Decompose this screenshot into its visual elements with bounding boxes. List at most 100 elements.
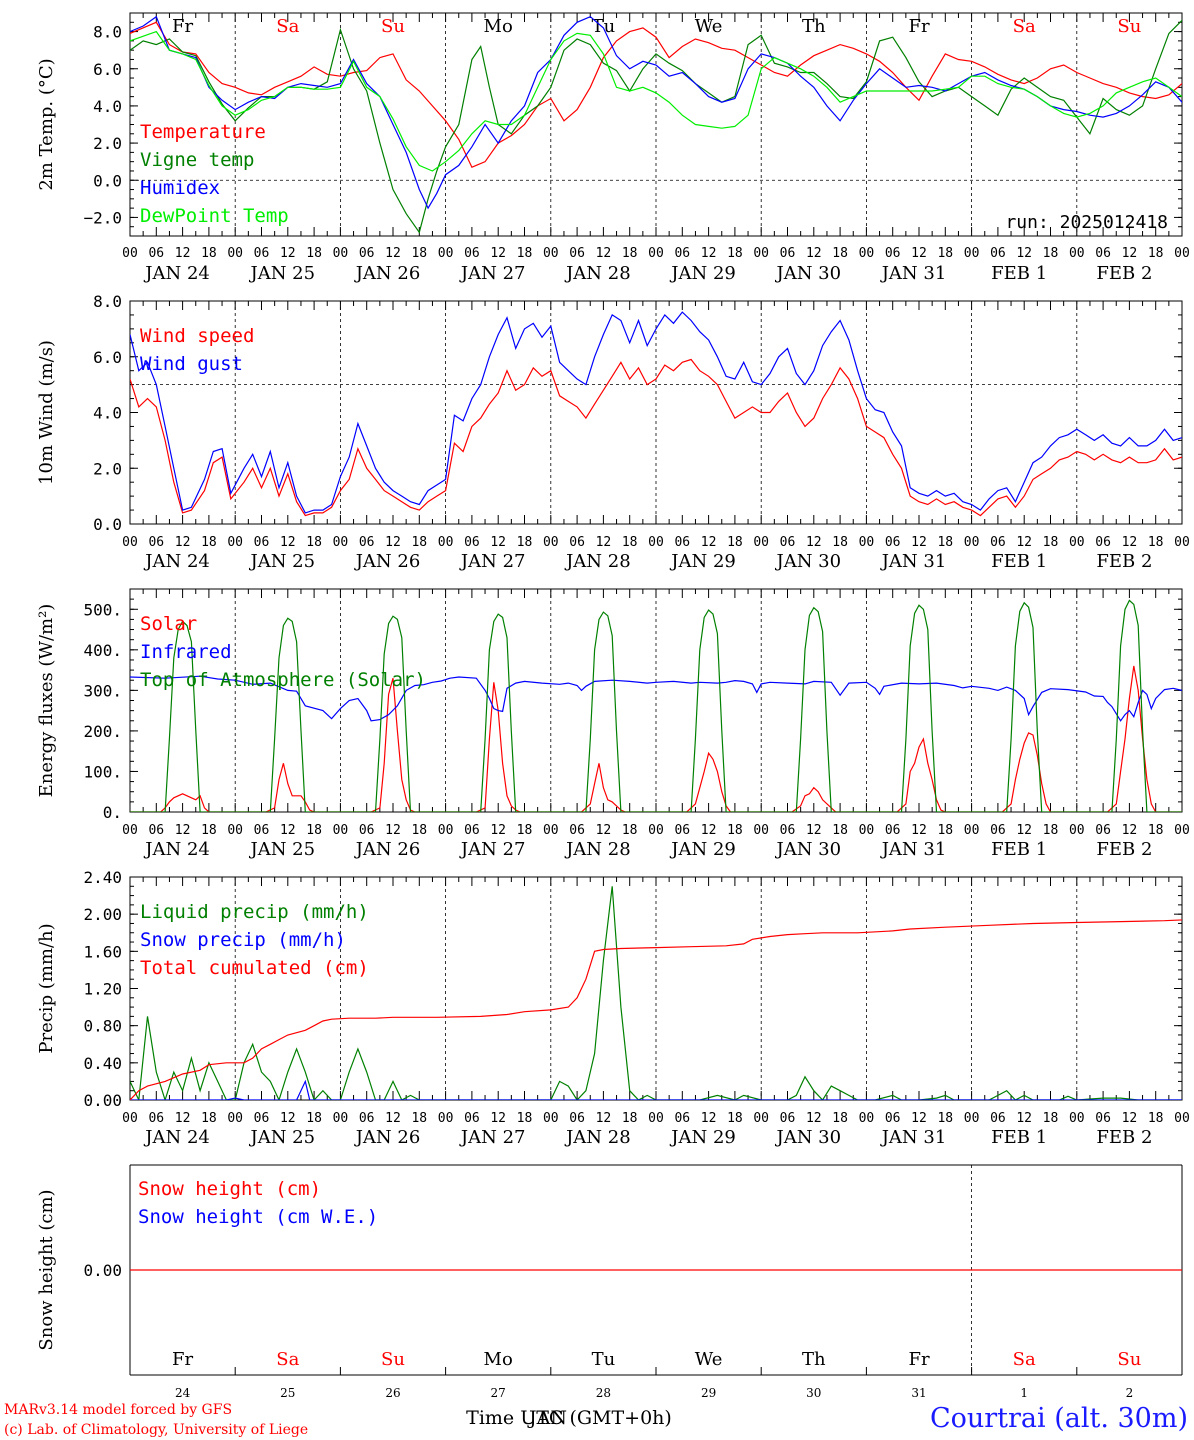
hour-tick-label: 18	[517, 823, 533, 838]
hour-tick-label: 00	[648, 1111, 664, 1126]
weekday-label: Th	[802, 16, 826, 37]
hour-tick-label: 12	[490, 1111, 506, 1126]
hour-tick-label: 06	[464, 535, 480, 550]
hour-tick-label: 12	[806, 246, 822, 261]
legend-entry: Snow precip (mm/h)	[140, 929, 346, 951]
date-label: FEB 2	[1096, 1127, 1152, 1148]
hour-tick-label: 00	[438, 246, 454, 261]
y-tick-label: 6.0	[93, 60, 122, 79]
date-label: JAN 24	[143, 263, 210, 284]
hour-tick-label: 06	[1095, 535, 1111, 550]
hour-tick-label: 18	[201, 535, 217, 550]
hour-tick-label: 00	[1069, 246, 1085, 261]
hour-tick-label: 06	[1095, 823, 1111, 838]
date-label: JAN 27	[459, 263, 526, 284]
hour-tick-label: 06	[254, 823, 270, 838]
hour-tick-label: 06	[464, 1111, 480, 1126]
weekday-label: Sa	[276, 16, 299, 37]
hour-tick-label: 12	[280, 1111, 296, 1126]
hour-tick-label: 18	[937, 246, 953, 261]
hour-tick-label: 06	[990, 823, 1006, 838]
legend-entry: Temperature	[140, 121, 266, 143]
y-tick-label: 4.0	[93, 404, 122, 423]
hour-tick-label: 12	[596, 535, 612, 550]
hour-tick-label: 06	[359, 535, 375, 550]
series-line-vigne-temp	[130, 19, 1182, 234]
day-number-label: 27	[491, 1386, 506, 1400]
date-label: JAN 24	[143, 839, 210, 860]
hour-tick-label: 18	[517, 535, 533, 550]
y-tick-label: 8.0	[93, 292, 122, 311]
hour-tick-label: 06	[780, 246, 796, 261]
date-label: JAN 24	[143, 1127, 210, 1148]
hour-tick-label: 00	[964, 1111, 980, 1126]
hour-tick-label: 12	[1016, 535, 1032, 550]
hour-tick-label: 12	[701, 246, 717, 261]
date-label: JAN 27	[459, 1127, 526, 1148]
weekday-label: Th	[802, 1349, 826, 1370]
hour-tick-label: 12	[490, 246, 506, 261]
series-line-humidex	[130, 15, 1182, 210]
hour-tick-label: 06	[780, 535, 796, 550]
weekday-label: Sa	[1013, 1349, 1036, 1370]
date-label: JAN 25	[249, 551, 316, 572]
legend-entry: Top of Atmosphere (Solar)	[140, 669, 426, 691]
hour-tick-label: 00	[753, 1111, 769, 1126]
weekday-label: Mo	[484, 1349, 513, 1370]
hour-tick-label: 18	[832, 246, 848, 261]
hour-tick-label: 00	[1174, 246, 1190, 261]
date-label: FEB 2	[1096, 839, 1152, 860]
weekday-label: Tu	[592, 1349, 616, 1370]
hour-tick-label: 18	[411, 535, 427, 550]
hour-tick-label: 06	[780, 1111, 796, 1126]
hour-tick-label: 12	[280, 823, 296, 838]
y-tick-label: 400.	[83, 641, 122, 660]
hour-tick-label: 06	[1095, 1111, 1111, 1126]
hour-tick-label: 12	[1016, 823, 1032, 838]
time-axis-overlap: JAN	[527, 1407, 567, 1429]
y-axis-label: 2m Temp. (°C)	[36, 58, 57, 190]
date-label: JAN 25	[249, 839, 316, 860]
panels-layer: 8.06.04.02.00.0−2.02m Temp. (°C)00 06 12 18…	[36, 12, 1190, 1400]
hour-tick-label: 18	[832, 1111, 848, 1126]
hour-tick-label: 18	[411, 246, 427, 261]
day-number-label: 26	[385, 1386, 400, 1400]
date-label: JAN 26	[354, 839, 421, 860]
hour-tick-label: 12	[806, 823, 822, 838]
legend-entry: Snow height (cm W.E.)	[138, 1206, 378, 1228]
hour-tick-label: 12	[596, 823, 612, 838]
hour-tick-label: 12	[806, 1111, 822, 1126]
hour-tick-label: 00	[122, 535, 138, 550]
weekday-label: Fr	[172, 1349, 193, 1370]
legend-entry: Humidex	[140, 177, 220, 199]
hour-tick-label: 00	[543, 823, 559, 838]
date-label: JAN 28	[564, 1127, 631, 1148]
hour-tick-label: 06	[464, 823, 480, 838]
hour-tick-label: 00	[333, 246, 349, 261]
chart-panel-3: 500. 400. 300. 200. 100. 0. Energy fluxes (W/m…	[36, 588, 1190, 860]
y-axis-label: Snow height (cm)	[36, 1189, 57, 1350]
model-credit: MARv3.14 model forced by GFS	[4, 1402, 232, 1418]
date-label: JAN 28	[564, 551, 631, 572]
hour-tick-label: 00	[648, 246, 664, 261]
hour-tick-label: 00	[333, 1111, 349, 1126]
hour-tick-label: 06	[569, 535, 585, 550]
hour-tick-label: 00	[753, 246, 769, 261]
legend-entry: Snow height (cm)	[138, 1178, 321, 1200]
hour-tick-label: 00	[753, 823, 769, 838]
y-tick-label: 1.60	[83, 942, 122, 961]
hour-tick-label: 12	[1122, 535, 1138, 550]
hour-tick-label: 00	[648, 823, 664, 838]
hour-tick-label: 06	[674, 1111, 690, 1126]
hour-tick-label: 00	[333, 823, 349, 838]
y-tick-label: 0.80	[83, 1017, 122, 1036]
hour-tick-label: 06	[990, 1111, 1006, 1126]
hour-tick-label: 18	[727, 823, 743, 838]
date-label: JAN 31	[880, 551, 947, 572]
hour-tick-label: 12	[911, 1111, 927, 1126]
hour-tick-label: 12	[806, 535, 822, 550]
weekday-label: Su	[1117, 16, 1141, 37]
date-label: JAN 26	[354, 263, 421, 284]
weekday-label: Sa	[276, 1349, 299, 1370]
hour-tick-label: 12	[175, 535, 191, 550]
